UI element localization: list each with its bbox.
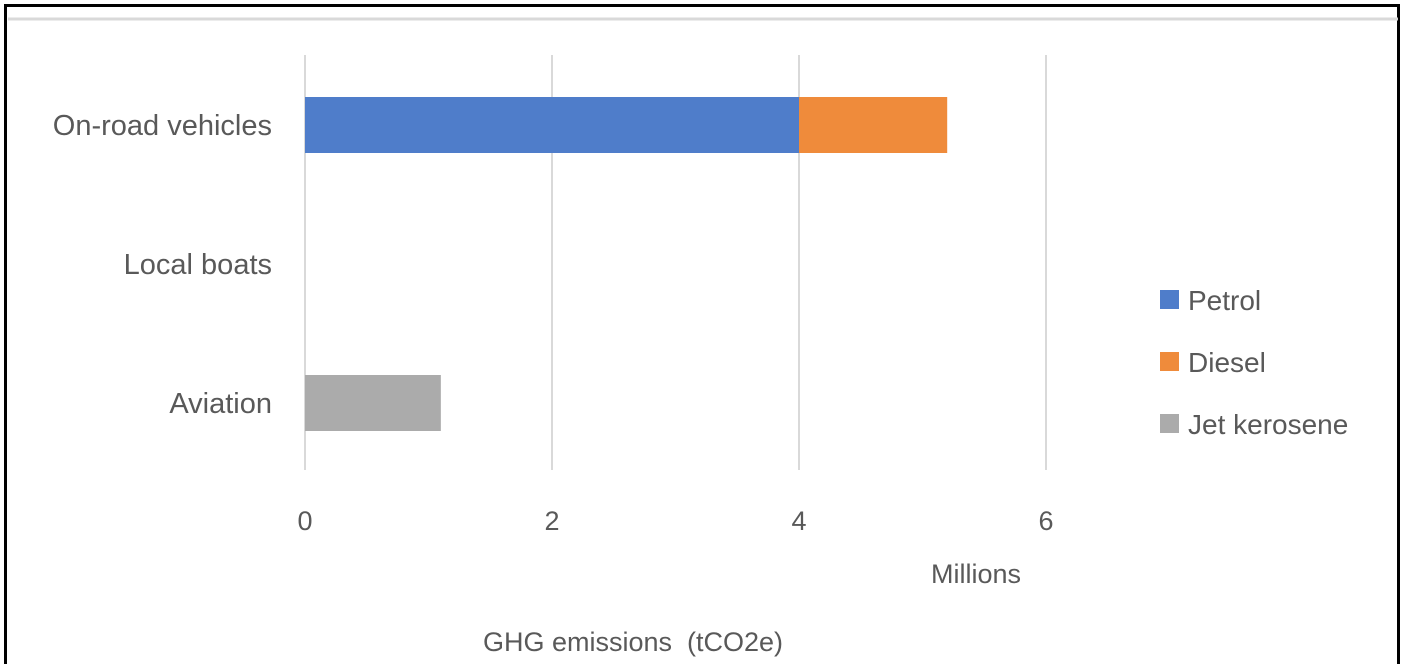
x-tick-labels: 0 2 4 6 <box>297 506 1053 536</box>
legend-swatch <box>1160 414 1179 433</box>
bar-segment <box>305 375 441 431</box>
x-tick-label: 4 <box>791 506 806 536</box>
bar-segment <box>305 97 799 153</box>
x-tick-label: 0 <box>297 506 312 536</box>
x-tick-label: 2 <box>544 506 559 536</box>
category-label: On-road vehicles <box>53 110 272 142</box>
x-axis-title: GHG emissions (tCO2e) <box>483 627 783 657</box>
chart-frame <box>4 4 1400 664</box>
legend-label: Diesel <box>1188 347 1266 378</box>
legend-swatch <box>1160 290 1179 309</box>
category-label: Aviation <box>169 388 272 420</box>
legend: Petrol Diesel Jet kerosene <box>1160 285 1348 440</box>
category-labels: On-road vehicles Local boats Aviation <box>53 110 272 420</box>
x-tick-label: 6 <box>1038 506 1053 536</box>
bars <box>305 97 948 431</box>
units-label: Millions <box>931 559 1021 589</box>
bar-segment <box>799 97 948 153</box>
legend-label: Petrol <box>1188 285 1261 316</box>
category-label: Local boats <box>124 249 272 281</box>
legend-label: Jet kerosene <box>1188 409 1348 440</box>
legend-swatch <box>1160 352 1179 371</box>
